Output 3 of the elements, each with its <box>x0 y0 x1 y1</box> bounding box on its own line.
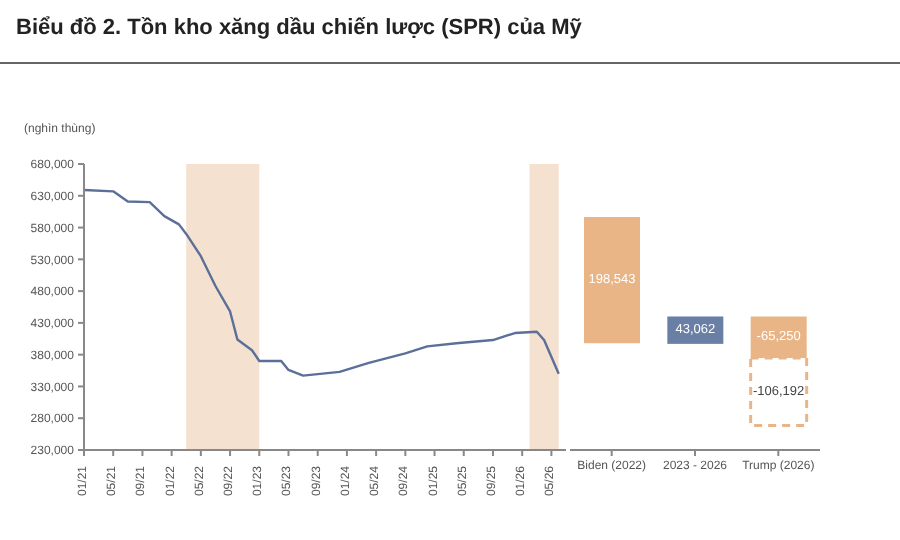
bar <box>584 217 640 344</box>
line-series <box>84 188 560 377</box>
chart-title: Biểu đồ 2. Tồn kho xăng dầu chiến lược (SPR) của Mỹ <box>16 16 582 40</box>
